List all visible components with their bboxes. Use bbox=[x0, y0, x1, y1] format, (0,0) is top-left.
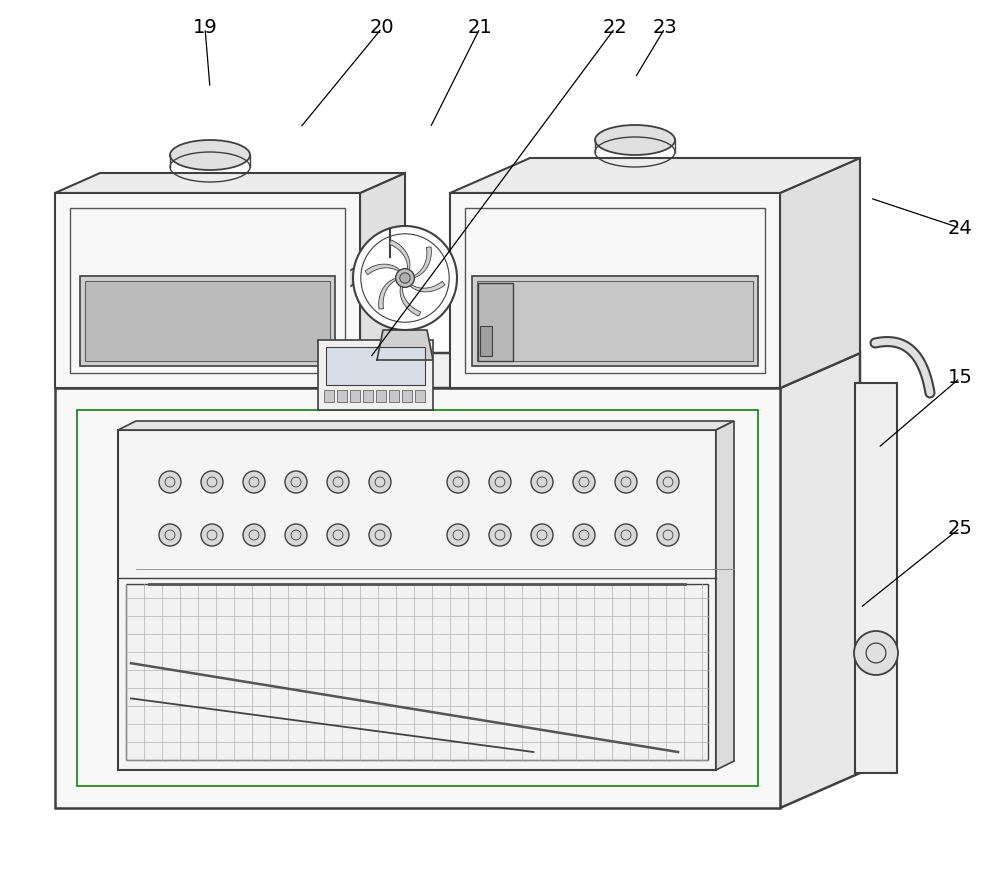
Circle shape bbox=[615, 524, 637, 546]
Circle shape bbox=[201, 524, 223, 546]
Bar bbox=[337, 390, 347, 402]
Bar bbox=[350, 390, 360, 402]
Circle shape bbox=[400, 273, 410, 283]
Bar bbox=[70, 208, 345, 373]
Circle shape bbox=[657, 471, 679, 493]
Text: 25: 25 bbox=[948, 519, 972, 537]
Polygon shape bbox=[410, 247, 431, 278]
Bar bbox=[450, 193, 780, 388]
Text: 23: 23 bbox=[653, 19, 677, 37]
Bar bbox=[118, 430, 716, 770]
Polygon shape bbox=[365, 264, 402, 274]
Circle shape bbox=[159, 471, 181, 493]
Polygon shape bbox=[377, 330, 433, 360]
Polygon shape bbox=[716, 421, 734, 770]
Bar bbox=[402, 390, 412, 402]
Polygon shape bbox=[408, 281, 445, 292]
Circle shape bbox=[489, 471, 511, 493]
Circle shape bbox=[447, 524, 469, 546]
Bar bbox=[85, 281, 330, 361]
Polygon shape bbox=[450, 158, 860, 193]
Bar bbox=[324, 390, 334, 402]
Bar bbox=[376, 390, 386, 402]
Polygon shape bbox=[55, 173, 405, 193]
Circle shape bbox=[327, 471, 349, 493]
Circle shape bbox=[531, 524, 553, 546]
Bar bbox=[465, 208, 765, 373]
Circle shape bbox=[854, 631, 898, 675]
Circle shape bbox=[369, 471, 391, 493]
Polygon shape bbox=[118, 421, 734, 430]
Bar bbox=[77, 410, 758, 786]
Circle shape bbox=[489, 524, 511, 546]
Bar bbox=[363, 390, 373, 402]
Circle shape bbox=[531, 471, 553, 493]
Bar bbox=[477, 281, 753, 361]
Ellipse shape bbox=[595, 125, 675, 155]
Circle shape bbox=[573, 524, 595, 546]
Circle shape bbox=[243, 524, 265, 546]
Polygon shape bbox=[55, 353, 860, 388]
Circle shape bbox=[243, 471, 265, 493]
Bar bbox=[472, 276, 758, 366]
Ellipse shape bbox=[170, 140, 250, 170]
Circle shape bbox=[615, 471, 637, 493]
Text: 24: 24 bbox=[948, 218, 972, 237]
Polygon shape bbox=[400, 282, 421, 316]
Bar bbox=[389, 390, 399, 402]
Polygon shape bbox=[780, 158, 860, 388]
Text: 21: 21 bbox=[468, 19, 492, 37]
Bar bbox=[55, 193, 360, 388]
Text: 19: 19 bbox=[193, 19, 217, 37]
Circle shape bbox=[657, 524, 679, 546]
Circle shape bbox=[159, 524, 181, 546]
Polygon shape bbox=[780, 353, 860, 808]
Circle shape bbox=[369, 524, 391, 546]
Bar bbox=[55, 388, 780, 808]
Text: 20: 20 bbox=[370, 19, 394, 37]
Circle shape bbox=[327, 524, 349, 546]
Polygon shape bbox=[351, 235, 405, 286]
Bar bbox=[80, 276, 335, 366]
Bar bbox=[480, 326, 492, 356]
Circle shape bbox=[396, 269, 414, 288]
Circle shape bbox=[353, 226, 457, 330]
Bar bbox=[318, 340, 433, 410]
Bar bbox=[415, 390, 425, 402]
Bar bbox=[326, 347, 425, 385]
Text: 15: 15 bbox=[948, 369, 972, 387]
Circle shape bbox=[447, 471, 469, 493]
Circle shape bbox=[285, 471, 307, 493]
Bar bbox=[478, 283, 513, 361]
Polygon shape bbox=[360, 173, 405, 388]
Circle shape bbox=[573, 471, 595, 493]
Circle shape bbox=[285, 524, 307, 546]
Polygon shape bbox=[390, 229, 405, 257]
Circle shape bbox=[201, 471, 223, 493]
Bar bbox=[855, 383, 897, 773]
Text: 22: 22 bbox=[603, 19, 627, 37]
Polygon shape bbox=[379, 278, 400, 309]
Bar bbox=[126, 584, 708, 760]
Polygon shape bbox=[389, 240, 410, 274]
